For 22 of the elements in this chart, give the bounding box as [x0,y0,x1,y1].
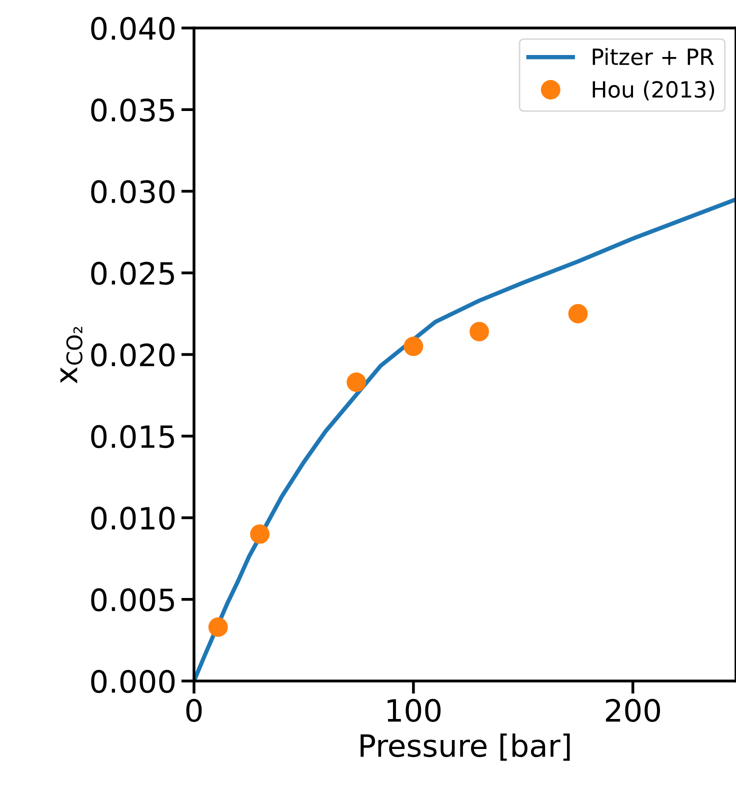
y-tick-label: 0.030 [91,180,175,204]
point [208,617,228,637]
y-tick-label: 0.015 [91,425,174,448]
y-tick-label: 0.040 [91,16,175,40]
y-axis-title: x$_{CO₂}$ [60,326,82,384]
y-tick-label: 0.025 [91,262,174,285]
legend-label: Pitzer + PR [592,48,714,66]
x-tick-label: 200 [606,698,660,722]
point [250,524,270,544]
legend-label: Hou (2013) [592,80,714,100]
point [470,322,489,342]
y-tick-label: 0.000 [91,670,175,694]
point [346,372,366,392]
y-tick-label: 0.035 [91,98,174,122]
y-tick-label: 0.010 [91,506,175,530]
point [568,304,588,324]
y-tick-label: 0.020 [91,343,175,367]
x-tick-label: 100 [388,698,441,722]
point [404,336,424,356]
x-tick-label: 0 [186,698,202,722]
x-axis-title: Pressure [bar] [360,733,570,761]
y-tick-label: 0.005 [91,588,174,612]
